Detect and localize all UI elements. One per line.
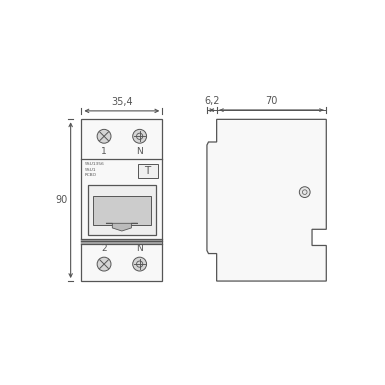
Text: 35,4: 35,4 [111,97,133,107]
Text: N: N [136,147,143,156]
Text: 1: 1 [101,147,107,156]
Text: 5SU1: 5SU1 [84,168,96,172]
Text: 6,2: 6,2 [204,96,219,106]
Text: T: T [144,166,151,176]
Polygon shape [106,223,138,231]
Text: 2: 2 [101,244,107,253]
Bar [82,119,162,281]
Circle shape [303,190,307,194]
Circle shape [133,257,147,271]
Bar [138,164,158,178]
Text: 5SU1356: 5SU1356 [84,162,104,166]
Circle shape [133,129,147,143]
Text: 70: 70 [265,96,278,106]
Bar [93,196,151,225]
Circle shape [137,261,143,267]
Polygon shape [207,119,326,281]
Circle shape [137,133,143,139]
Text: 90: 90 [55,195,68,205]
Bar [88,185,156,235]
Circle shape [300,187,310,198]
Bar [82,239,162,244]
Circle shape [97,129,111,143]
Bar [88,185,99,192]
Text: N: N [136,244,143,253]
Circle shape [97,257,111,271]
Text: RCBO: RCBO [84,173,97,177]
